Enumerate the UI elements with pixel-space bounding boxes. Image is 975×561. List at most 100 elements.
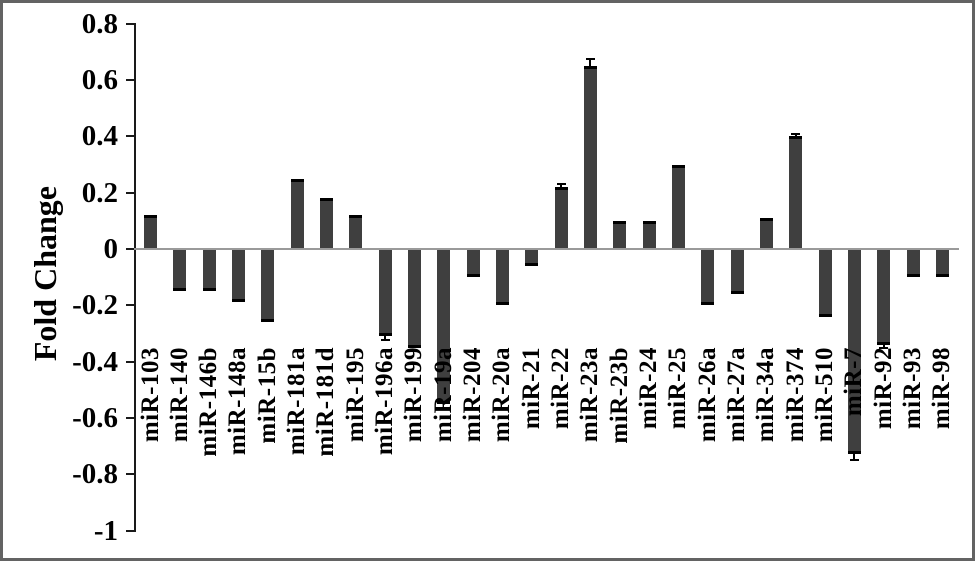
y-tick-label: 0.2: [81, 176, 118, 209]
bar-end-cap: [437, 400, 451, 404]
bar: [671, 164, 685, 249]
bar-end-cap: [789, 136, 803, 140]
x-category-label: miR-22: [547, 347, 575, 430]
bar-end-cap: [847, 451, 861, 455]
bar-end-cap: [378, 333, 392, 337]
x-category-label: miR-140: [165, 347, 193, 443]
bar-end-cap: [144, 215, 157, 219]
bar: [290, 178, 304, 249]
y-axis-tick: [126, 79, 134, 82]
bar-end-cap: [525, 262, 539, 266]
y-tick-label: 0.8: [81, 7, 118, 40]
bar-end-cap: [202, 288, 216, 292]
bar: [877, 249, 891, 345]
x-category-label: miR-23a: [576, 347, 604, 443]
y-tick-label: -0.6: [72, 401, 118, 434]
bar: [642, 220, 656, 249]
bar: [789, 136, 803, 249]
bar-end-cap: [701, 302, 715, 306]
bar: [613, 220, 627, 249]
y-tick-label: 0: [103, 233, 119, 265]
bar: [261, 249, 275, 323]
bar: [407, 249, 421, 348]
bar: [759, 218, 773, 249]
x-category-label: miR-21: [517, 347, 545, 430]
bar-end-cap: [554, 187, 568, 191]
bar-end-cap: [730, 291, 744, 295]
x-category-label: miR-27a: [723, 347, 751, 443]
bar-end-cap: [935, 274, 949, 278]
bar-end-cap: [877, 341, 891, 345]
bar: [935, 249, 949, 278]
bar-end-cap: [818, 313, 832, 317]
bar: [583, 66, 597, 249]
error-bar-cap: [879, 347, 889, 350]
bar: [554, 187, 568, 249]
error-bar-line: [384, 336, 387, 340]
bar-end-cap: [349, 215, 363, 219]
x-category-label: miR-148a: [224, 347, 252, 456]
x-category-label: miR-7: [840, 347, 868, 417]
bar-end-cap: [173, 288, 187, 292]
bar-end-cap: [642, 220, 656, 224]
y-axis-tick: [126, 191, 134, 194]
bar-end-cap: [759, 218, 773, 222]
y-axis-title: Fold Change: [27, 186, 63, 362]
error-bar-cap: [556, 182, 566, 185]
error-bar-cap: [791, 133, 801, 136]
bar: [349, 215, 363, 249]
error-bar-line: [794, 134, 797, 137]
x-category-label: miR-199: [400, 347, 428, 443]
bar-end-cap: [407, 344, 421, 348]
error-bar-line: [589, 58, 592, 67]
x-category-label: miR-24: [635, 347, 663, 430]
bar: [466, 249, 480, 278]
error-bar-cap: [380, 338, 390, 341]
bar-end-cap: [613, 220, 627, 224]
bar: [906, 249, 920, 278]
x-category-label: miR-23b: [605, 347, 633, 444]
error-bar-cap: [585, 57, 595, 60]
bar: [495, 249, 509, 306]
y-tick-label: -0.4: [72, 345, 118, 378]
x-category-label: miR-25: [664, 347, 692, 430]
bar: [701, 249, 715, 306]
x-category-label: miR-181d: [312, 347, 340, 457]
bar-end-cap: [261, 319, 275, 323]
y-axis-tick: [126, 248, 134, 250]
x-category-label: miR-103: [136, 347, 164, 443]
y-axis-tick: [126, 135, 134, 138]
x-category-label: miR-204: [459, 347, 487, 443]
bar: [525, 249, 539, 266]
y-tick-label: 0.6: [81, 64, 118, 97]
error-bar-line: [882, 344, 885, 349]
y-axis-tick: [126, 529, 134, 532]
x-category-label: miR-92: [869, 347, 897, 430]
y-tick-label: -1: [93, 514, 118, 547]
error-bar-cap: [849, 458, 859, 461]
bar: [437, 249, 451, 404]
y-tick-label: -0.2: [72, 289, 118, 322]
y-axis-tick: [126, 360, 134, 363]
bar-end-cap: [495, 302, 509, 306]
y-axis-tick: [126, 304, 134, 307]
x-category-label: miR-195: [341, 347, 369, 443]
bar: [319, 198, 333, 249]
bar-end-cap: [290, 178, 304, 182]
error-bar-line: [853, 454, 856, 460]
error-bar-line: [560, 183, 563, 188]
x-axis-baseline: [134, 248, 959, 250]
bar: [173, 249, 187, 292]
y-axis-tick: [126, 416, 134, 419]
y-axis-line: [134, 23, 136, 533]
y-tick-label: 0.4: [81, 120, 118, 153]
x-category-label: miR-26a: [693, 347, 721, 443]
bar-end-cap: [583, 66, 597, 70]
x-category-label: miR-181a: [283, 347, 311, 456]
x-category-label: miR-98: [928, 347, 956, 430]
bar: [231, 249, 245, 303]
x-category-label: miR-510: [811, 347, 839, 443]
y-axis-tick: [126, 22, 134, 25]
x-category-label: miR-374: [781, 347, 809, 443]
